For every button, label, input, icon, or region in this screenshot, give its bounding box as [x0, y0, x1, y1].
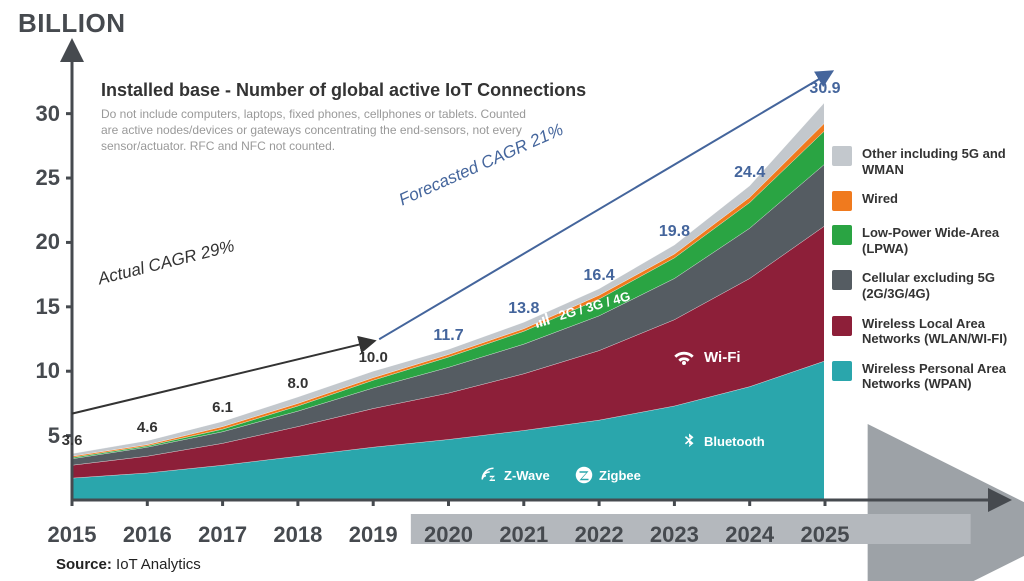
x-tick-label: 2022 — [575, 522, 624, 548]
y-tick-label: 30 — [25, 101, 60, 127]
legend-label: Wired — [862, 191, 898, 207]
tech-label-wi-fi: Wi-Fi — [670, 345, 741, 369]
x-tick-label: 2019 — [349, 522, 398, 548]
total-value-label: 30.9 — [809, 80, 840, 98]
tech-label-bluetooth: Bluetooth — [680, 432, 765, 450]
legend-item-cellular: Cellular excluding 5G (2G/3G/4G) — [832, 270, 1022, 301]
legend-swatch — [832, 191, 852, 211]
legend-label: Cellular excluding 5G (2G/3G/4G) — [862, 270, 1022, 301]
total-value-label: 3.6 — [62, 432, 83, 449]
zigbee-icon — [575, 466, 593, 484]
y-tick-label: 20 — [25, 229, 60, 255]
x-tick-label: 2015 — [48, 522, 97, 548]
tech-label-text: Wi-Fi — [704, 349, 741, 366]
total-value-label: 10.0 — [359, 349, 388, 366]
x-tick-label: 2021 — [499, 522, 548, 548]
legend-label: Wireless Local Area Networks (WLAN/WI-FI… — [862, 316, 1022, 347]
legend: Other including 5G and WMAN Wired Low-Powe… — [832, 146, 1022, 406]
x-tick-label: 2023 — [650, 522, 699, 548]
chart-container: { "y_title":"BILLION", "title":"Installe… — [0, 0, 1024, 581]
legend-swatch — [832, 146, 852, 166]
total-value-label: 6.1 — [212, 399, 233, 416]
legend-item-lpwa: Low-Power Wide-Area (LPWA) — [832, 225, 1022, 256]
legend-swatch — [832, 361, 852, 381]
total-value-label: 4.6 — [137, 419, 158, 436]
total-value-label: 8.0 — [287, 375, 308, 392]
tech-label-text: Zigbee — [599, 468, 641, 483]
legend-swatch — [832, 270, 852, 290]
tech-label-text: Bluetooth — [704, 434, 765, 449]
legend-label: Wireless Personal Area Networks (WPAN) — [862, 361, 1022, 392]
y-tick-label: 10 — [25, 358, 60, 384]
wifi-icon — [670, 345, 698, 369]
legend-label: Low-Power Wide-Area (LPWA) — [862, 225, 1022, 256]
tech-label-z-wave: Z-Wave — [480, 466, 550, 484]
x-tick-label: 2020 — [424, 522, 473, 548]
x-tick-label: 2018 — [273, 522, 322, 548]
zwave-icon — [480, 466, 498, 484]
x-tick-label: 2016 — [123, 522, 172, 548]
legend-item-wlan: Wireless Local Area Networks (WLAN/WI-FI… — [832, 316, 1022, 347]
total-value-label: 16.4 — [584, 267, 615, 285]
legend-item-other: Other including 5G and WMAN — [832, 146, 1022, 177]
total-value-label: 11.7 — [433, 327, 463, 345]
x-tick-label: 2017 — [198, 522, 247, 548]
y-tick-label: 5 — [25, 423, 60, 449]
legend-item-wpan: Wireless Personal Area Networks (WPAN) — [832, 361, 1022, 392]
legend-swatch — [832, 316, 852, 336]
tech-label-text: Z-Wave — [504, 468, 550, 483]
y-tick-label: 25 — [25, 165, 60, 191]
total-value-label: 19.8 — [659, 223, 690, 241]
bluetooth-icon — [680, 432, 698, 450]
legend-item-wired: Wired — [832, 191, 1022, 211]
tech-label-zigbee: Zigbee — [575, 466, 641, 484]
x-tick-label: 2024 — [725, 522, 774, 548]
legend-swatch — [832, 225, 852, 245]
y-tick-label: 15 — [25, 294, 60, 320]
legend-label: Other including 5G and WMAN — [862, 146, 1022, 177]
total-value-label: 24.4 — [734, 164, 765, 182]
x-tick-label: 2025 — [801, 522, 850, 548]
